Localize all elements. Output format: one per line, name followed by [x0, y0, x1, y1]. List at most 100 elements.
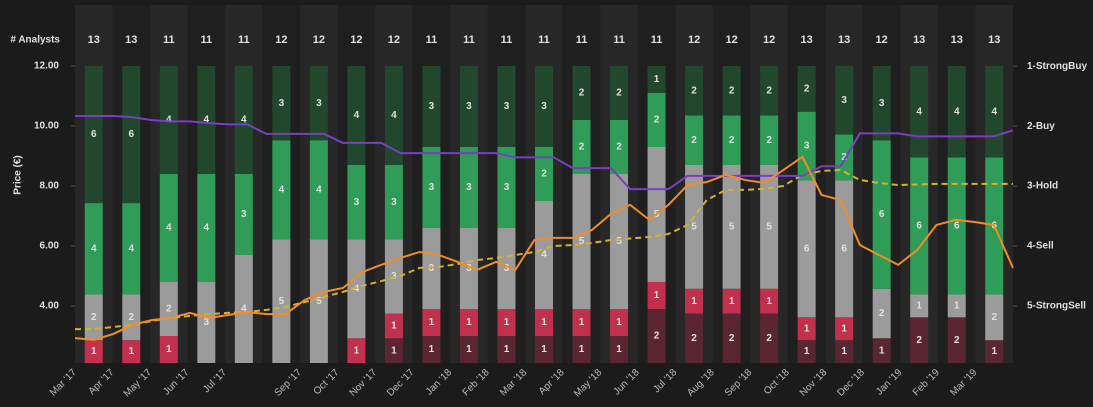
bar-label: 3	[466, 182, 472, 193]
bar-segment	[835, 66, 854, 135]
bar-label: 2	[691, 85, 697, 96]
bar-label: 1	[354, 345, 360, 356]
bar-segment	[309, 239, 328, 363]
bar-segment	[122, 340, 141, 363]
bar-segment	[459, 66, 478, 147]
bar-label: 4	[916, 106, 922, 117]
analyst-count: 13	[913, 34, 925, 46]
bar-label: 4	[391, 110, 397, 121]
bar-segment	[647, 93, 666, 147]
bar-label: 2	[654, 115, 660, 126]
bar-label: 5	[316, 296, 322, 307]
bar-label: 1	[166, 344, 172, 355]
bar-segment	[122, 66, 141, 204]
bar-label: 5	[616, 236, 622, 247]
bar-label: 3	[804, 141, 810, 152]
bar-segment	[535, 336, 553, 363]
bar-segment	[347, 239, 366, 339]
analyst-count: 11	[426, 34, 438, 46]
bar-segment	[347, 165, 366, 240]
bar-segment	[422, 66, 441, 147]
bar-label: 1	[429, 317, 435, 328]
bar-label: 5	[729, 222, 735, 233]
bar-segment	[197, 66, 216, 174]
bar-label: 4	[954, 106, 960, 117]
bar-segment	[84, 340, 103, 363]
bar-segment	[159, 66, 178, 174]
bar-segment	[272, 66, 291, 141]
bar-label: 4	[316, 184, 322, 195]
bar-segment	[610, 120, 629, 174]
bar-label: 6	[954, 221, 960, 232]
bar-segment	[647, 66, 666, 93]
bar-label: 1	[841, 346, 847, 357]
bar-label: 5	[766, 222, 772, 233]
analyst-count: 11	[200, 34, 212, 46]
bar-label: 2	[729, 135, 735, 146]
analyst-count: 11	[651, 34, 663, 46]
bar-segment	[572, 174, 591, 309]
bar-label: 4	[91, 243, 97, 254]
analyst-count: 13	[88, 34, 100, 46]
bar-segment	[835, 180, 854, 318]
bar-segment	[760, 288, 779, 314]
analyst-count: 11	[163, 34, 175, 46]
bar-segment	[422, 309, 441, 336]
bar-segment	[497, 147, 516, 228]
y-axis-title: Price (€)	[13, 155, 24, 194]
bar-segment	[309, 140, 328, 240]
bar-segment	[797, 317, 816, 341]
bar-label: 4	[241, 115, 247, 126]
bar-segment	[647, 282, 666, 309]
bar-segment	[947, 317, 966, 363]
bar-label: 4	[204, 223, 210, 234]
bar-segment	[685, 165, 704, 289]
bar-label: 4	[279, 184, 285, 195]
analyst-count: 12	[313, 34, 325, 46]
bar-label: 1	[391, 345, 397, 356]
bar-label: 2	[729, 85, 735, 96]
bar-segment	[797, 180, 816, 318]
bar-segment	[384, 338, 403, 363]
bar-segment	[835, 134, 854, 181]
bar-label: 2	[691, 333, 697, 344]
bar-segment	[422, 228, 441, 309]
bar-label: 2	[804, 83, 810, 94]
bar-label: 3	[316, 98, 322, 109]
bar-segment	[572, 336, 591, 363]
bar-label: 4	[128, 243, 134, 254]
bar-label: 2	[128, 312, 134, 323]
bar-label: 1	[616, 317, 622, 328]
bar-segment	[535, 201, 553, 309]
bar-label: 2	[729, 333, 735, 344]
analyst-count: 12	[876, 34, 888, 46]
bar-label: 3	[279, 98, 285, 109]
bar-segment	[459, 228, 478, 309]
bar-segment	[234, 174, 253, 255]
bar-segment	[685, 66, 704, 116]
bar-segment	[422, 336, 441, 363]
bar-segment	[159, 282, 178, 336]
bar-label: 4	[354, 283, 360, 294]
bar-segment	[159, 336, 178, 363]
bar-segment	[797, 111, 816, 181]
bar-segment	[272, 239, 291, 363]
analyst-count: 13	[801, 34, 813, 46]
analyst-count: 12	[725, 34, 737, 46]
bar-label: 1	[579, 317, 585, 328]
bar-segment	[84, 203, 103, 295]
bar-label: 3	[204, 317, 210, 328]
analyst-count: 12	[275, 34, 287, 46]
bar-label: 4	[991, 106, 997, 117]
bar-segment	[722, 288, 741, 314]
bar-label: 4	[166, 115, 172, 126]
bar-label: 4	[241, 304, 247, 315]
bar-label: 1	[954, 301, 960, 312]
bar-label: 3	[504, 263, 510, 274]
bar-segment	[910, 294, 929, 318]
bar-label: 1	[504, 344, 510, 355]
bar-label: 1	[729, 296, 735, 307]
bar-segment	[947, 294, 966, 318]
bar-segment	[459, 309, 478, 336]
